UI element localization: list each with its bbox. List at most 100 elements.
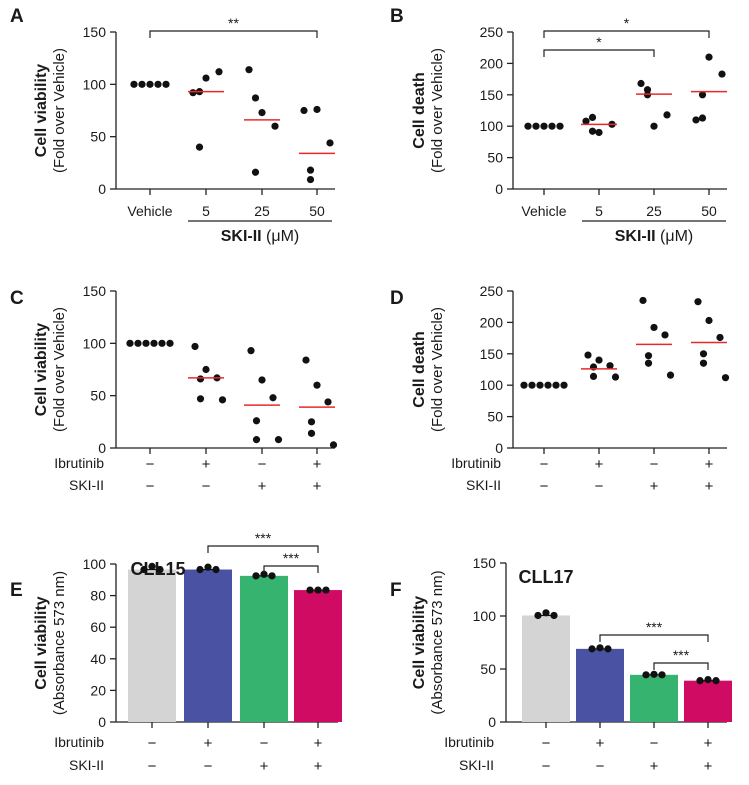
condition-sign: +	[705, 478, 714, 495]
data-point	[306, 586, 314, 594]
y-axis-subtitle: (Fold over Vehicle)	[429, 48, 446, 173]
y-tick-label: 0	[98, 440, 106, 456]
data-point	[639, 296, 647, 305]
data-point	[699, 350, 708, 358]
y-tick-label: 60	[90, 619, 106, 635]
data-point	[300, 106, 308, 115]
bar	[630, 674, 678, 722]
significance-label: *	[624, 15, 630, 31]
data-point	[158, 339, 166, 347]
group-label-unit: (μM)	[262, 228, 300, 245]
data-point	[556, 122, 564, 130]
significance-bracket	[653, 662, 709, 670]
condition-sign: −	[148, 758, 157, 775]
data-point	[552, 381, 560, 389]
data-point	[595, 128, 603, 137]
data-point	[661, 331, 669, 339]
condition-sign: +	[313, 456, 322, 473]
significance-label: ***	[255, 530, 272, 546]
condition-sign: −	[542, 735, 551, 752]
y-tick-label: 0	[495, 440, 503, 456]
condition-sign: −	[595, 478, 604, 495]
data-point	[218, 396, 227, 404]
panel-letter: E	[10, 580, 23, 601]
y-tick-label: 150	[83, 283, 107, 299]
x-tick-label: 5	[595, 203, 603, 219]
condition-sign: −	[202, 478, 211, 495]
data-point	[134, 339, 142, 347]
condition-sign: −	[204, 758, 213, 775]
data-point	[698, 91, 707, 99]
significance-label: *	[596, 34, 602, 50]
y-axis-subtitle: (Fold over Vehicle)	[51, 48, 68, 173]
y-tick-label: 150	[480, 346, 504, 362]
condition-sign: +	[650, 478, 659, 495]
y-tick-label: 0	[98, 181, 106, 197]
bar	[128, 569, 176, 722]
panel-d: D 0 50 100 150 200 250 Cell death (Fold over Veh…	[390, 283, 730, 495]
data-point	[126, 339, 134, 347]
data-point	[202, 365, 210, 374]
y-axis-subtitle: (Fold over Vehicle)	[429, 307, 446, 432]
condition-sign: −	[148, 735, 157, 752]
y-tick-label: 250	[480, 283, 504, 299]
y-axis-title: Cell viability	[33, 323, 50, 416]
panel-e: E 0 20 40 60 80 100 Cell viability (Absorbance 5…	[10, 530, 342, 775]
data-point	[154, 80, 162, 88]
y-axis-subtitle: (Absorbance 573 nm)	[429, 570, 446, 714]
panel-c: C 0 50 100 150 Cell viability (Fold over Vehic…	[10, 283, 338, 495]
data-point	[666, 371, 675, 379]
data-point	[258, 108, 266, 117]
group-label-bold: SKI-II	[615, 228, 656, 245]
bar	[684, 680, 732, 722]
significance-bracket	[263, 565, 319, 573]
bar	[294, 590, 342, 722]
significance-bracket	[543, 49, 655, 57]
y-axis-subtitle: (Fold over Vehicle)	[51, 307, 68, 432]
data-point	[595, 356, 603, 364]
y-tick-label: 50	[480, 661, 496, 677]
data-point	[542, 609, 550, 617]
significance-label: ***	[673, 647, 690, 663]
data-point	[329, 441, 338, 449]
data-point	[142, 339, 150, 347]
condition-sign: −	[258, 456, 267, 473]
condition-sign: −	[260, 735, 269, 752]
data-point	[532, 122, 540, 130]
condition-sign: +	[260, 758, 269, 775]
data-point	[204, 563, 212, 571]
data-point	[596, 644, 604, 652]
y-tick-label: 0	[495, 181, 503, 197]
condition-sign: +	[705, 456, 714, 473]
data-point	[215, 68, 223, 76]
y-tick-label: 100	[83, 556, 107, 572]
data-point	[663, 111, 671, 119]
row-label: Ibrutinib	[444, 734, 494, 750]
panel-letter: F	[390, 580, 402, 601]
data-point	[245, 66, 253, 74]
chart-title: CLL17	[518, 567, 573, 587]
data-point	[704, 676, 712, 684]
group-label-bold: SKI-II	[221, 228, 262, 245]
data-point	[146, 80, 154, 88]
data-point	[251, 94, 260, 102]
data-point	[643, 86, 652, 94]
data-point	[611, 373, 620, 381]
data-point	[650, 323, 658, 332]
row-label: SKI-II	[69, 757, 104, 773]
significance-label: ***	[283, 550, 300, 566]
condition-sign: +	[650, 758, 659, 775]
condition-sign: +	[704, 735, 713, 752]
data-point	[588, 113, 597, 122]
data-point	[212, 565, 220, 574]
y-tick-label: 40	[90, 651, 106, 667]
data-point	[705, 53, 713, 61]
condition-sign: −	[542, 758, 551, 775]
data-point	[148, 562, 156, 570]
data-point	[274, 436, 283, 444]
y-tick-label: 150	[480, 87, 504, 103]
data-point	[582, 117, 590, 125]
significance-label: **	[228, 15, 239, 31]
y-tick-label: 200	[480, 314, 504, 330]
data-point	[130, 80, 138, 88]
